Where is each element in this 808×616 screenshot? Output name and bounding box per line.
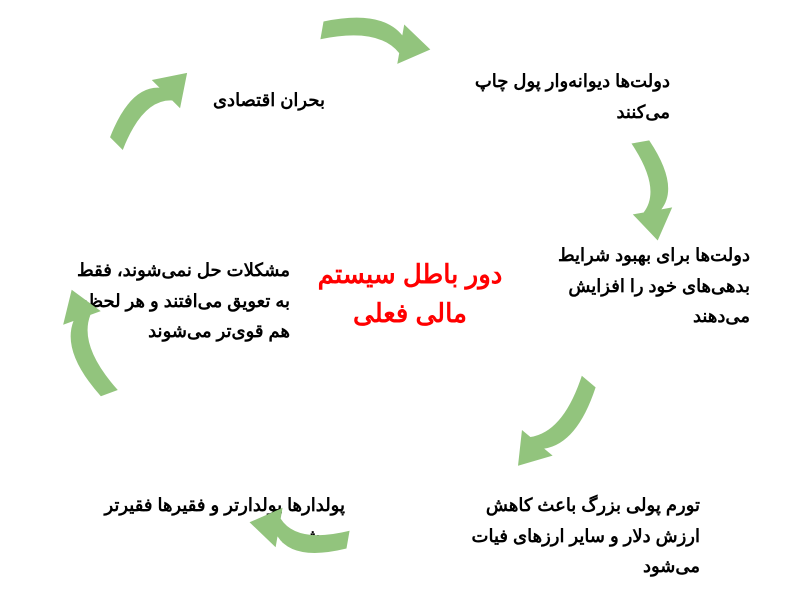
arrow-icon (314, 0, 438, 84)
center-title-line2: مالی فعلی (280, 294, 540, 333)
center-title: دور باطل سیستم مالی فعلی (280, 255, 540, 333)
cycle-node: دولت‌ها برای بهبود شرایط بدهی‌های خود را… (540, 240, 750, 332)
cycle-node: دولت‌ها دیوانه‌وار پول چاپ می‌کنند (470, 66, 670, 127)
arrow-icon (490, 358, 617, 490)
cycle-diagram: دور باطل سیستم مالی فعلی دولت‌ها دیوانه‌… (0, 0, 808, 616)
arrow-icon (90, 47, 213, 170)
center-title-line1: دور باطل سیستم (280, 255, 540, 294)
cycle-node: تورم پولی بزرگ باعث کاهش ارزش دلار و سای… (440, 490, 700, 582)
arrow-icon (606, 134, 693, 249)
